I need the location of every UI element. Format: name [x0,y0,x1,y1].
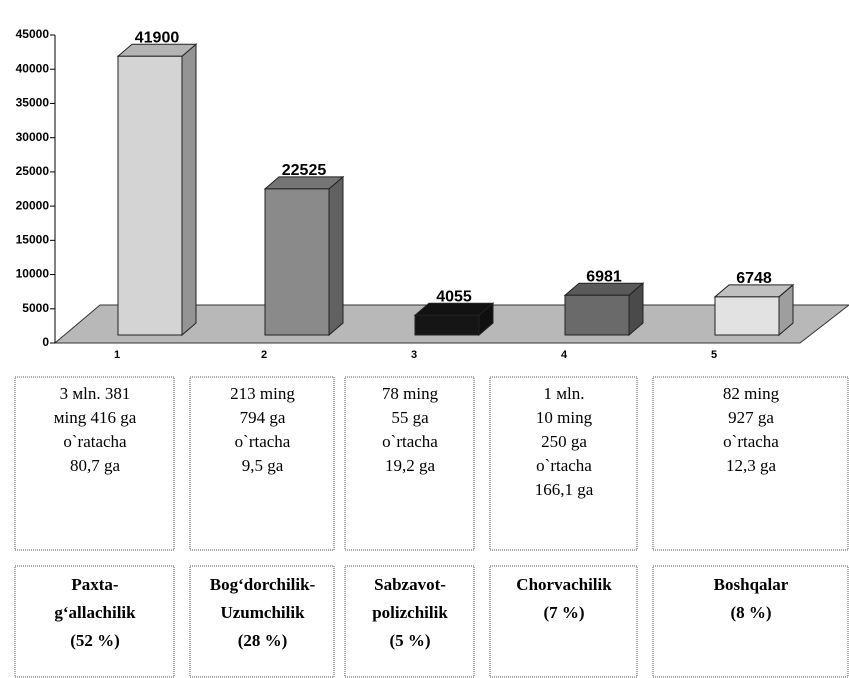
box-text: Uzumchilik [220,603,305,622]
box-text: o`rtacha [382,432,438,451]
x-tick-label: 2 [261,349,267,361]
box-text: (5 %) [389,631,430,650]
bar-face [264,188,330,336]
value-label: 22525 [282,162,327,179]
box-text: o`rtacha [235,432,291,451]
box-text: Sabzavot- [374,575,446,594]
box [14,565,175,678]
box-text: Bog‘dorchilik- [210,575,316,594]
y-tick-label: 0 [42,335,49,349]
bar [713,283,795,337]
y-tick-label: 45000 [16,27,50,41]
box-text: 250 ga [541,432,587,451]
box-text: 927 ga [728,408,774,427]
box-text: Boshqalar [714,575,789,594]
box-text: 3 мln. 381 [60,384,131,403]
x-tick-label: 5 [711,349,717,361]
value-label: 6748 [736,270,772,287]
box-text: 78 ming [382,384,439,403]
bar-face [181,43,197,337]
box-text: o`ratacha [63,432,127,451]
bar-face [564,294,630,336]
value-label: 4055 [436,288,472,305]
box-text: 80,7 ga [70,456,121,475]
bar-face [328,175,344,337]
value-label: 6981 [586,268,622,285]
x-tick-label: 1 [114,349,120,361]
y-tick-label: 30000 [16,130,50,144]
x-tick-label: 4 [561,349,568,361]
box-text: 55 ga [391,408,429,427]
y-tick-label: 20000 [16,198,50,212]
box [489,565,638,678]
box-text: 9,5 ga [242,456,284,475]
y-tick-label: 15000 [16,233,50,247]
bar-face [714,296,780,336]
value-label: 41900 [135,29,180,46]
box [189,376,335,551]
box-text: 1 мln. [544,384,585,403]
box-text: Chorvachilik [516,575,612,594]
box-text: g‘allachilik [54,603,136,622]
box-text: мing 416 ga [54,408,137,427]
box-text: 794 ga [240,408,286,427]
box [652,565,849,678]
y-tick-label: 40000 [16,61,50,75]
bar [116,43,198,337]
box-text: 166,1 ga [535,480,594,499]
box [189,565,335,678]
box-text: Paxta- [71,575,119,594]
y-tick-label: 25000 [16,164,50,178]
y-tick-label: 35000 [16,96,50,110]
box-text: o`rtacha [723,432,779,451]
y-tick-label: 10000 [16,267,50,281]
box [344,376,475,551]
box-text: 12,3 ga [726,456,777,475]
box-text: polizchilik [372,603,448,622]
box-text: 82 ming [723,384,780,403]
box-text: (8 %) [730,603,771,622]
box-text: 213 ming [230,384,295,403]
box-text: 19,2 ga [385,456,436,475]
bar-face [117,55,183,336]
x-tick-label: 3 [411,349,417,361]
bar [413,302,495,337]
box [344,565,475,678]
box-text: (52 %) [70,631,120,650]
bar-face [414,314,480,336]
box-text: (28 %) [238,631,288,650]
bar [263,175,345,337]
y-tick-label: 5000 [22,301,49,315]
bar [563,282,645,337]
box-text: 10 ming [536,408,593,427]
box-text: (7 %) [543,603,584,622]
box-text: o`rtacha [536,456,592,475]
